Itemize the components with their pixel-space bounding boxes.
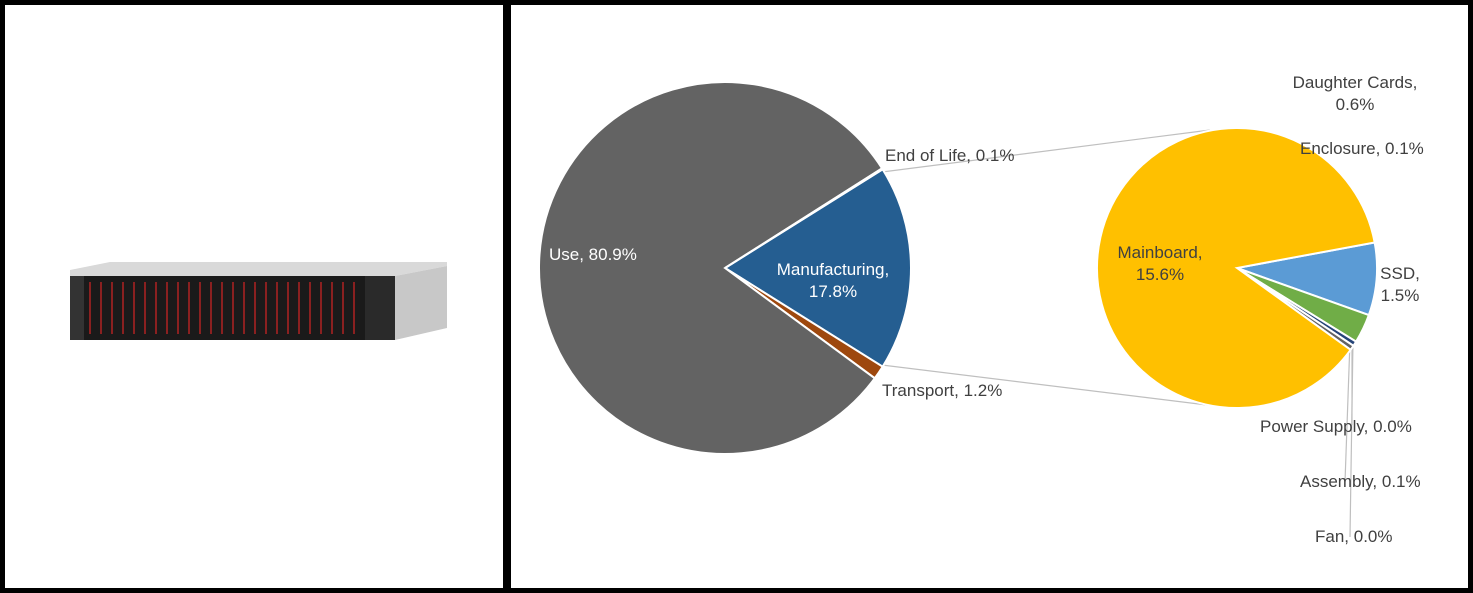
data-label: Enclosure, 0.1%	[1300, 138, 1424, 160]
data-label: Assembly, 0.1%	[1300, 471, 1421, 493]
data-label: End of Life, 0.1%	[885, 145, 1014, 167]
data-label: Fan, 0.0%	[1315, 526, 1393, 548]
data-label: Manufacturing, 17.8%	[733, 259, 933, 303]
data-label: Transport, 1.2%	[882, 380, 1002, 402]
divider	[503, 0, 511, 593]
data-label: Use, 80.9%	[549, 244, 637, 266]
server-image	[70, 262, 447, 340]
page: Manufacturing, 17.8% Transport, 1.2% Use, …	[0, 0, 1473, 593]
data-label: Power Supply, 0.0%	[1260, 416, 1412, 438]
data-label: SSD, 1.5%	[1300, 263, 1473, 307]
data-label: Mainboard, 15.6%	[1060, 242, 1260, 286]
data-label: Daughter Cards, 0.6%	[1255, 72, 1455, 116]
